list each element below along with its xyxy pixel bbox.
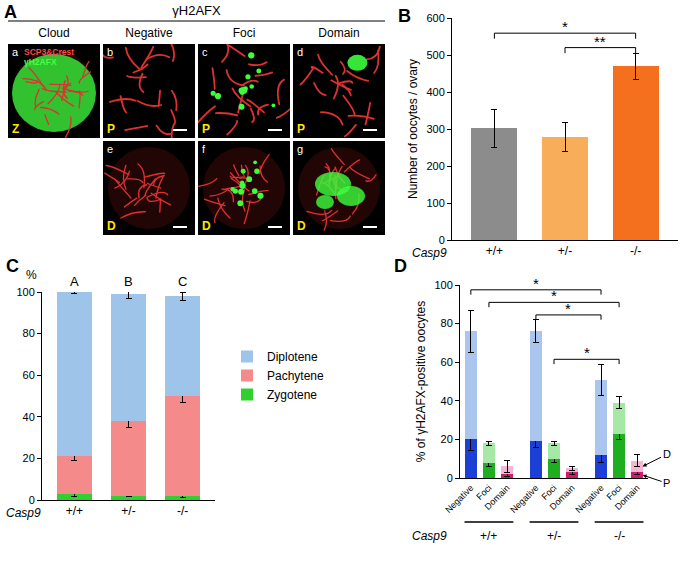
- svg-text:c: c: [202, 46, 208, 58]
- svg-text:P: P: [663, 477, 670, 489]
- svg-text:γH2AFX: γH2AFX: [172, 3, 221, 18]
- svg-text:P: P: [297, 122, 305, 136]
- svg-text:B: B: [124, 274, 133, 289]
- svg-text:b: b: [107, 46, 113, 58]
- svg-text:*: *: [551, 287, 557, 304]
- svg-text:SCP3&Crest: SCP3&Crest: [24, 47, 74, 57]
- svg-text:*: *: [584, 344, 590, 361]
- svg-text:Diplotene: Diplotene: [267, 350, 318, 364]
- svg-text:*: *: [533, 275, 539, 292]
- svg-text:Pachytene: Pachytene: [267, 369, 324, 383]
- svg-text:Domain: Domain: [318, 26, 359, 40]
- svg-text:+/+: +/+: [486, 244, 503, 258]
- svg-text:Foci: Foci: [233, 26, 256, 40]
- svg-text:400: 400: [426, 86, 444, 98]
- svg-text:Number of oocytes / ovary: Number of oocytes / ovary: [406, 59, 420, 199]
- svg-text:Domain: Domain: [613, 483, 642, 512]
- svg-text:P: P: [202, 122, 210, 136]
- svg-text:20: 20: [441, 433, 453, 445]
- svg-text:*: *: [562, 18, 568, 35]
- svg-text:Foci: Foci: [605, 483, 624, 502]
- svg-text:80: 80: [441, 317, 453, 329]
- svg-text:A: A: [70, 274, 79, 289]
- svg-text:60: 60: [23, 369, 35, 381]
- svg-text:% of γH2AFX-positive oocytes: % of γH2AFX-positive oocytes: [414, 301, 428, 462]
- svg-text:100: 100: [434, 279, 452, 291]
- svg-text:Casp9: Casp9: [412, 529, 447, 543]
- svg-text:20: 20: [23, 452, 35, 464]
- svg-text:80: 80: [23, 327, 35, 339]
- svg-text:γH2AFX: γH2AFX: [24, 57, 57, 67]
- svg-text:Casp9: Casp9: [6, 506, 41, 520]
- svg-text:D: D: [394, 256, 407, 276]
- svg-text:Negative: Negative: [125, 26, 173, 40]
- svg-text:+/-: +/-: [121, 504, 135, 518]
- svg-text:600: 600: [426, 12, 444, 24]
- svg-text:+/+: +/+: [66, 504, 83, 518]
- svg-text:C: C: [6, 256, 19, 276]
- svg-text:**: **: [594, 33, 606, 50]
- svg-text:g: g: [297, 143, 303, 155]
- svg-text:Negative: Negative: [508, 483, 540, 515]
- svg-text:+/-: +/-: [558, 244, 572, 258]
- svg-text:-/-: -/-: [630, 244, 641, 258]
- svg-text:D: D: [297, 219, 306, 233]
- svg-text:40: 40: [23, 411, 35, 423]
- svg-text:a: a: [12, 46, 19, 58]
- svg-text:200: 200: [426, 160, 444, 172]
- svg-text:A: A: [4, 2, 17, 22]
- svg-text:Z: Z: [12, 122, 19, 136]
- svg-text:0: 0: [29, 494, 35, 506]
- svg-text:Negative: Negative: [573, 483, 605, 515]
- svg-text:D: D: [663, 448, 671, 460]
- svg-text:%: %: [26, 268, 37, 282]
- svg-text:C: C: [178, 274, 187, 289]
- svg-text:-/-: -/-: [177, 504, 188, 518]
- svg-text:f: f: [202, 143, 206, 155]
- svg-text:B: B: [398, 6, 411, 26]
- svg-text:60: 60: [441, 356, 453, 368]
- svg-text:+/-: +/-: [547, 529, 561, 543]
- svg-text:Casp9: Casp9: [412, 246, 447, 260]
- svg-text:100: 100: [16, 286, 34, 298]
- svg-text:40: 40: [441, 395, 453, 407]
- svg-text:Foci: Foci: [474, 483, 493, 502]
- svg-text:500: 500: [426, 49, 444, 61]
- svg-text:D: D: [107, 219, 116, 233]
- svg-text:Domain: Domain: [548, 483, 577, 512]
- svg-text:0: 0: [439, 234, 445, 246]
- svg-text:100: 100: [426, 197, 444, 209]
- svg-text:e: e: [107, 143, 113, 155]
- svg-text:*: *: [565, 300, 571, 317]
- svg-text:-/-: -/-: [614, 529, 625, 543]
- svg-text:Foci: Foci: [539, 483, 558, 502]
- svg-text:d: d: [297, 46, 303, 58]
- svg-text:P: P: [107, 122, 115, 136]
- svg-text:Negative: Negative: [443, 483, 475, 515]
- svg-text:+/+: +/+: [480, 529, 497, 543]
- svg-text:Cloud: Cloud: [38, 26, 69, 40]
- svg-text:Zygotene: Zygotene: [267, 388, 317, 402]
- svg-text:0: 0: [447, 472, 453, 484]
- svg-text:Domain: Domain: [483, 483, 512, 512]
- svg-text:D: D: [202, 219, 211, 233]
- svg-text:300: 300: [426, 123, 444, 135]
